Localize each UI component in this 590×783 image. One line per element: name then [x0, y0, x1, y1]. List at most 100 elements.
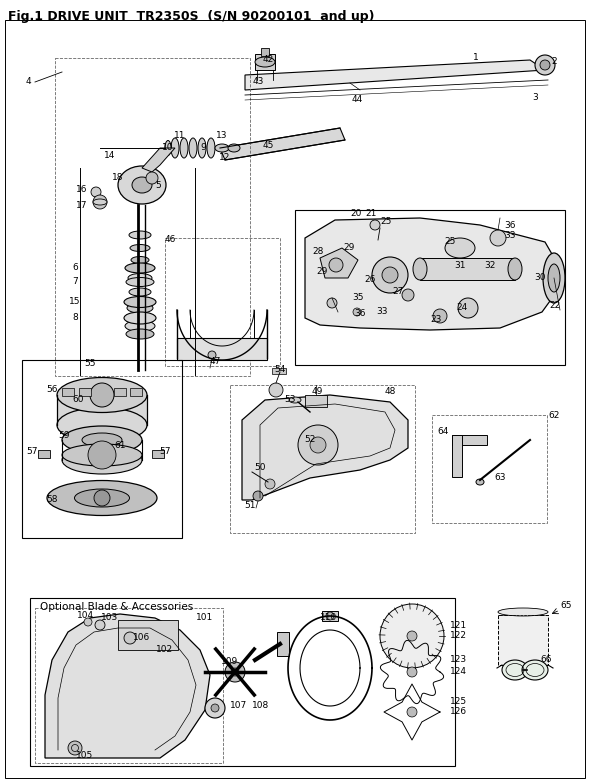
Bar	[35, 608, 223, 763]
Text: 49: 49	[312, 388, 323, 396]
Polygon shape	[242, 395, 408, 500]
Ellipse shape	[82, 433, 122, 447]
Text: 48: 48	[385, 388, 396, 396]
Text: 25: 25	[444, 237, 455, 247]
Bar	[261, 48, 269, 56]
Circle shape	[211, 704, 219, 712]
Text: 50: 50	[254, 464, 266, 472]
Text: 21: 21	[365, 210, 376, 218]
Circle shape	[253, 491, 263, 501]
Bar	[277, 632, 289, 656]
Ellipse shape	[522, 660, 548, 680]
Text: 7: 7	[72, 277, 78, 287]
Bar	[295, 210, 565, 365]
Text: 30: 30	[535, 273, 546, 283]
Text: 104: 104	[77, 611, 94, 619]
Text: 65: 65	[560, 601, 572, 609]
Text: 63: 63	[494, 474, 506, 482]
Text: 102: 102	[156, 645, 173, 655]
Ellipse shape	[57, 377, 147, 413]
Text: 122: 122	[450, 632, 467, 640]
Text: 31: 31	[454, 261, 466, 269]
Circle shape	[329, 258, 343, 272]
Ellipse shape	[207, 138, 215, 158]
Ellipse shape	[502, 660, 528, 680]
Text: 8: 8	[72, 313, 78, 323]
Text: 42: 42	[263, 56, 274, 64]
Text: 53: 53	[284, 395, 296, 405]
Ellipse shape	[118, 166, 166, 204]
Text: 35: 35	[352, 294, 364, 302]
Polygon shape	[142, 148, 175, 172]
Bar	[30, 598, 455, 766]
Circle shape	[269, 383, 283, 397]
Text: Fig.1 DRIVE UNIT  TR2350S  (S/N 90200101  and up): Fig.1 DRIVE UNIT TR2350S (S/N 90200101 a…	[8, 10, 375, 23]
Text: 29: 29	[343, 244, 355, 252]
Bar	[432, 415, 547, 523]
Ellipse shape	[127, 303, 153, 313]
Ellipse shape	[125, 263, 155, 273]
Bar	[420, 258, 515, 280]
Polygon shape	[305, 218, 560, 330]
Circle shape	[298, 425, 338, 465]
Bar	[38, 450, 50, 458]
Ellipse shape	[124, 297, 156, 308]
Text: 33: 33	[504, 230, 516, 240]
Ellipse shape	[93, 199, 107, 205]
Text: 26: 26	[364, 276, 376, 284]
Circle shape	[265, 479, 275, 489]
Circle shape	[458, 298, 478, 318]
Circle shape	[205, 698, 225, 718]
Text: 54: 54	[274, 366, 286, 374]
Text: 62: 62	[548, 410, 559, 420]
Bar	[57, 395, 147, 425]
Text: 61: 61	[114, 441, 126, 449]
Ellipse shape	[125, 320, 155, 331]
Bar	[255, 54, 275, 70]
Circle shape	[68, 741, 82, 755]
Text: 51: 51	[244, 500, 255, 510]
Circle shape	[84, 618, 92, 626]
Circle shape	[124, 632, 136, 644]
Circle shape	[90, 383, 114, 407]
Circle shape	[535, 55, 555, 75]
Ellipse shape	[126, 329, 154, 339]
Text: 13: 13	[217, 131, 228, 139]
Bar	[79, 388, 91, 396]
Bar	[118, 620, 178, 650]
Text: 124: 124	[450, 667, 467, 677]
Text: 56: 56	[46, 385, 58, 395]
Text: 18: 18	[112, 174, 124, 182]
Ellipse shape	[215, 144, 229, 152]
Text: 64: 64	[437, 428, 448, 436]
Ellipse shape	[132, 177, 152, 193]
Circle shape	[402, 289, 414, 301]
Text: 5: 5	[155, 181, 160, 189]
Circle shape	[380, 604, 444, 668]
Ellipse shape	[130, 244, 150, 251]
Bar	[272, 368, 286, 374]
Ellipse shape	[129, 288, 151, 296]
Ellipse shape	[57, 407, 147, 442]
Text: 17: 17	[76, 200, 88, 210]
Text: 57: 57	[159, 448, 171, 456]
Text: 16: 16	[76, 186, 88, 194]
Bar	[22, 360, 182, 538]
Text: 33: 33	[376, 308, 388, 316]
Text: 25: 25	[380, 218, 391, 226]
Circle shape	[490, 230, 506, 246]
Text: 110: 110	[320, 614, 337, 622]
Text: Optional Blade & Accessories: Optional Blade & Accessories	[40, 602, 194, 612]
Text: 2: 2	[551, 57, 557, 67]
Circle shape	[94, 490, 110, 506]
Bar	[114, 388, 126, 396]
Ellipse shape	[543, 253, 565, 303]
Ellipse shape	[171, 138, 179, 158]
Text: 52: 52	[304, 435, 316, 445]
Text: 43: 43	[253, 78, 264, 86]
Ellipse shape	[165, 140, 171, 156]
Text: 15: 15	[69, 298, 81, 306]
Bar	[55, 58, 250, 376]
Text: 9: 9	[200, 143, 206, 153]
Text: 126: 126	[450, 708, 467, 716]
